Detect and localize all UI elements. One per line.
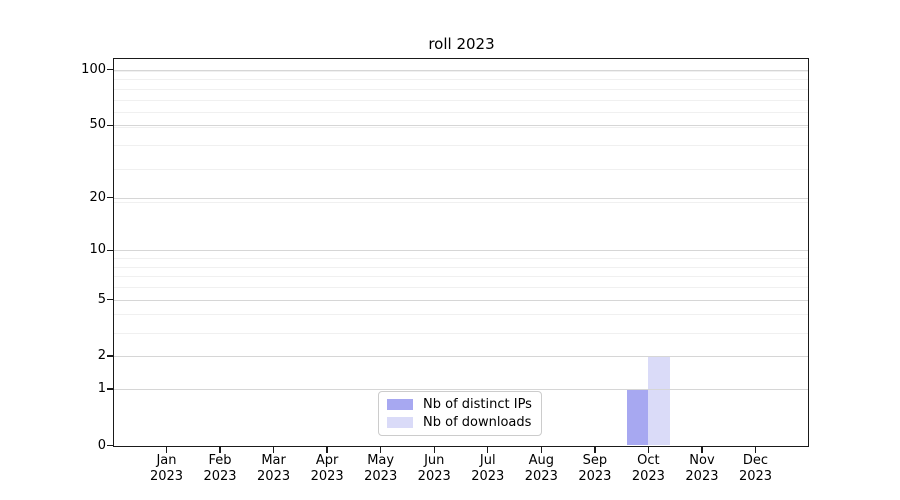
x-tick-label-may: May 2023 (364, 452, 398, 484)
x-tick-mark-jul (487, 446, 489, 453)
gridline-minor-y3 (114, 332, 808, 334)
bar-nb-of-downloads-oct (648, 356, 670, 446)
x-tick-label-jul: Jul 2023 (471, 452, 505, 484)
x-tick-label-dec: Dec 2023 (738, 452, 773, 484)
y-tick-label-5: 5 (97, 291, 106, 307)
x-tick-mark-jun (433, 446, 435, 453)
gridline-minor-y7 (114, 276, 808, 278)
gridline-major-y1 (114, 389, 808, 391)
x-tick-mark-may (380, 446, 382, 453)
bar-nb-of-distinct-ips-oct (626, 389, 649, 446)
legend-swatch-downloads (387, 417, 413, 428)
x-tick-label-mar: Mar 2023 (257, 452, 291, 484)
x-tick-mark-jan (165, 446, 168, 453)
x-tick-label-jan: Jan 2023 (149, 452, 184, 484)
chart-title: roll 2023 (428, 35, 495, 53)
legend-label-downloads: Nb of downloads (423, 415, 532, 430)
gridline-minor-y79 (114, 88, 808, 90)
y-tick-mark-20 (107, 196, 114, 199)
legend-label-distinct-ips: Nb of distinct IPs (423, 397, 532, 412)
y-tick-mark-0 (107, 444, 114, 447)
gridline-major-y20 (114, 197, 808, 199)
gridline-minor-y59 (114, 112, 808, 114)
y-tick-label-1: 1 (97, 381, 106, 397)
y-tick-label-50: 50 (89, 117, 106, 133)
gridline-minor-y49 (114, 126, 808, 128)
gridline-major-y50 (114, 125, 808, 127)
x-tick-label-jun: Jun 2023 (417, 452, 451, 484)
x-tick-mark-oct (647, 446, 650, 453)
y-tick-mark-50 (107, 124, 114, 126)
gridline-major-y2 (114, 356, 808, 358)
gridline-minor-y89 (114, 79, 808, 81)
x-tick-mark-apr (326, 446, 328, 453)
y-tick-mark-5 (107, 298, 114, 301)
gridline-minor-y69 (114, 99, 808, 101)
gridline-minor-y9 (114, 258, 808, 259)
x-tick-label-apr: Apr 2023 (310, 452, 344, 484)
gridline-minor-y29 (114, 168, 808, 170)
gridline-minor-y19 (114, 201, 808, 203)
x-tick-mark-feb (219, 446, 221, 453)
x-tick-mark-mar (272, 446, 275, 453)
legend-entry-downloads: Nb of downloads (387, 415, 532, 430)
y-tick-mark-100 (107, 69, 114, 71)
x-tick-mark-aug (540, 446, 542, 453)
x-tick-label-aug: Aug 2023 (524, 452, 558, 484)
x-tick-mark-dec (754, 446, 757, 453)
gridline-minor-y39 (114, 145, 808, 147)
x-tick-mark-nov (701, 446, 703, 453)
gridline-minor-y6 (114, 287, 808, 289)
y-tick-label-2: 2 (97, 348, 106, 364)
gridline-major-y10 (114, 250, 808, 252)
y-tick-label-20: 20 (89, 189, 106, 205)
y-tick-label-10: 10 (89, 242, 106, 258)
gridline-minor-y99 (114, 70, 808, 72)
y-tick-mark-1 (107, 388, 114, 390)
gridline-minor-y8 (114, 266, 808, 268)
x-tick-label-oct: Oct 2023 (631, 452, 665, 484)
x-tick-label-sep: Sep 2023 (578, 452, 612, 484)
gridline-major-y5 (114, 299, 808, 301)
gridline-minor-y4 (114, 314, 808, 316)
x-tick-label-nov: Nov 2023 (685, 452, 719, 484)
y-tick-label-0: 0 (97, 437, 106, 453)
y-tick-label-100: 100 (81, 61, 106, 77)
legend-swatch-distinct-ips (387, 399, 413, 410)
legend-entry-distinct-ips: Nb of distinct IPs (387, 397, 532, 412)
y-tick-mark-2 (107, 355, 114, 357)
y-tick-mark-10 (107, 249, 114, 251)
x-tick-mark-sep (594, 446, 596, 453)
legend: Nb of distinct IPs Nb of downloads (378, 391, 542, 436)
gridline-major-y100 (114, 69, 808, 71)
x-tick-label-feb: Feb 2023 (203, 452, 237, 484)
